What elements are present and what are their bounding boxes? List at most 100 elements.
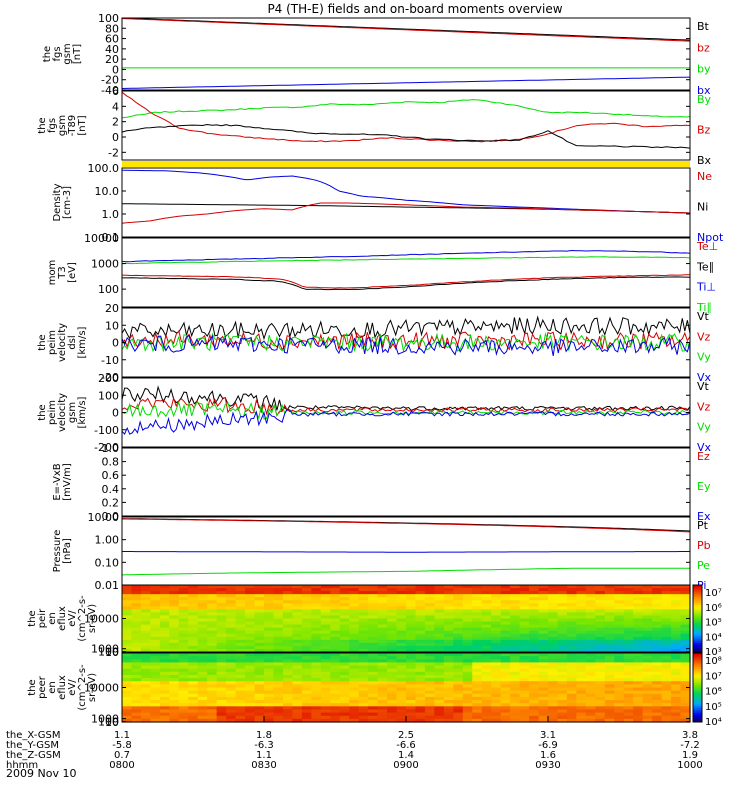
heatmap-cell xyxy=(330,600,341,604)
heatmap-cell xyxy=(614,718,625,723)
heatmap-cell xyxy=(538,630,549,635)
heatmap-cell xyxy=(292,627,303,632)
heatmap-cell xyxy=(122,591,133,595)
heatmap-cell xyxy=(415,656,426,660)
heatmap-cell xyxy=(226,706,237,711)
heatmap-cell xyxy=(169,659,180,664)
heatmap-cell xyxy=(529,700,540,704)
heatmap-cell xyxy=(169,624,180,629)
panel-frame xyxy=(121,17,691,91)
heatmap-cell xyxy=(529,594,540,598)
heatmap-cell xyxy=(453,630,464,635)
heatmap-cell xyxy=(566,690,577,695)
heatmap-cell xyxy=(159,591,170,595)
heatmap-cell xyxy=(481,603,492,607)
heatmap-cell xyxy=(387,706,398,711)
colorbar-step xyxy=(693,636,702,640)
heatmap-cell xyxy=(311,645,322,650)
heatmap-cell xyxy=(406,630,417,635)
heatmap-cell xyxy=(491,636,502,641)
colorbar-step xyxy=(693,611,702,615)
heatmap-cell xyxy=(557,606,568,610)
heatmap-cell xyxy=(548,645,559,650)
heatmap-cell xyxy=(188,718,199,723)
heatmap-cell xyxy=(292,630,303,635)
heatmap-cell xyxy=(282,627,293,632)
heatmap-cell xyxy=(254,600,265,604)
heatmap-cell xyxy=(150,642,161,647)
heatmap-cell xyxy=(396,642,407,647)
heatmap-cell xyxy=(387,645,398,650)
heatmap-cell xyxy=(122,648,133,653)
heatmap-cell xyxy=(159,681,170,685)
heatmap-cell xyxy=(396,709,407,714)
heatmap-cell xyxy=(349,621,360,626)
heatmap-cell xyxy=(273,606,284,610)
legend-Ti∥: Ti∥ xyxy=(696,301,712,314)
heatmap-cell xyxy=(188,612,199,617)
heatmap-cell xyxy=(680,671,691,676)
colorbar-step xyxy=(693,719,702,723)
heatmap-cell xyxy=(235,703,246,707)
heatmap-cell xyxy=(538,703,549,707)
heatmap-cell xyxy=(642,653,653,657)
heatmap-cell xyxy=(462,627,473,632)
heatmap-cell xyxy=(633,645,644,650)
heatmap-cell xyxy=(453,597,464,601)
heatmap-cell xyxy=(377,690,388,695)
heatmap-cell xyxy=(226,594,237,598)
heatmap-cell xyxy=(595,597,606,601)
heatmap-cell xyxy=(245,591,256,595)
colorbar-step xyxy=(693,629,702,633)
heatmap-cell xyxy=(510,633,521,638)
heatmap-cell xyxy=(538,674,549,679)
heatmap-cell xyxy=(377,624,388,629)
heatmap-cell xyxy=(131,645,142,650)
heatmap-cell xyxy=(604,615,615,620)
heatmap-cell xyxy=(510,715,521,720)
heatmap-cell xyxy=(462,662,473,667)
heatmap-cell xyxy=(510,684,521,689)
heatmap-cell xyxy=(415,600,426,604)
heatmap-cell xyxy=(226,600,237,604)
panel-frame xyxy=(121,167,691,238)
colorbar-step xyxy=(693,627,702,631)
heatmap-cell xyxy=(500,703,511,707)
heatmap-cell xyxy=(491,594,502,598)
heatmap-cell xyxy=(140,665,151,670)
heatmap-cell xyxy=(245,615,256,620)
heatmap-cell xyxy=(614,662,625,667)
heatmap-cell xyxy=(453,693,464,698)
heatmap-cell xyxy=(311,718,322,723)
y-axis-label-line: [nPa] xyxy=(62,538,73,564)
heatmap-cell xyxy=(339,659,350,664)
heatmap-cell xyxy=(538,600,549,604)
heatmap-cell xyxy=(595,703,606,707)
heatmap-cell xyxy=(614,703,625,707)
heatmap-cell xyxy=(500,690,511,695)
heatmap-cell xyxy=(368,712,379,717)
heatmap-cell xyxy=(235,681,246,685)
heatmap-cell xyxy=(339,645,350,650)
heatmap-cell xyxy=(273,597,284,601)
heatmap-cell xyxy=(349,706,360,711)
heatmap-cell xyxy=(472,671,483,676)
heatmap-cell xyxy=(434,659,445,664)
heatmap-cell xyxy=(349,645,360,650)
heatmap-cell xyxy=(358,693,369,698)
heatmap-cell xyxy=(159,636,170,641)
heatmap-cell xyxy=(481,645,492,650)
y-axis-label-line: peir xyxy=(37,608,48,628)
heatmap-cell xyxy=(235,624,246,629)
heatmap-cell xyxy=(264,687,275,692)
heatmap-cell xyxy=(169,627,180,632)
heatmap-cell xyxy=(538,718,549,723)
y-axis-label-line: peer xyxy=(37,675,48,699)
heatmap-cell xyxy=(349,700,360,704)
heatmap-cell xyxy=(235,627,246,632)
heatmap-cell xyxy=(207,659,218,664)
heatmap-cell xyxy=(197,633,208,638)
heatmap-cell xyxy=(500,715,511,720)
heatmap-cell xyxy=(122,703,133,707)
heatmap-cell xyxy=(131,648,142,653)
